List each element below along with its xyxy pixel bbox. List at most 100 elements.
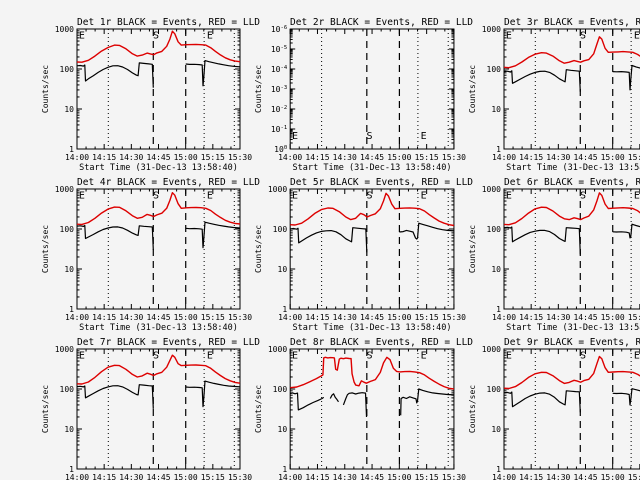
y-tick-label: 100: [487, 225, 502, 234]
y-axis-label: Counts/sec: [254, 65, 263, 113]
flag-letter: E: [79, 351, 85, 362]
flag-letter: S: [367, 351, 373, 362]
x-tick-label: 15:00: [601, 473, 625, 480]
subplot-det-3r: Det 3r BLACK = Events, RED = LLD 14:0014…: [467, 16, 640, 176]
events-series-line: [185, 380, 241, 408]
flag-letter: S: [580, 31, 586, 42]
plot-title: Det 9r BLACK = Events, RED = LLD: [504, 337, 640, 348]
x-tick-label: 15:30: [228, 313, 252, 322]
y-axis-label: Counts/sec: [468, 385, 477, 433]
y-tick-label: 10: [491, 105, 501, 114]
y-axis-label: Counts/sec: [468, 225, 477, 273]
x-tick-label: 14:30: [119, 153, 143, 162]
y-axis-label: Counts/sec: [41, 385, 50, 433]
flag-letter: S: [153, 31, 159, 42]
y-tick-label: 10-5: [271, 45, 287, 54]
y-tick-label: 10-2: [271, 105, 287, 114]
x-tick-label: 15:15: [628, 473, 640, 480]
plot-title: Det 2r BLACK = Events, RED = LLD: [290, 17, 474, 28]
flag-letter: E: [292, 191, 298, 202]
y-tick-label: 1: [496, 305, 501, 314]
x-tick-label: 14:45: [360, 153, 384, 162]
x-axis-label: Start Time (31-Dec-13 13:58:40): [506, 163, 640, 173]
x-tick-label: 14:45: [360, 473, 384, 480]
flag-letter: E: [421, 131, 427, 142]
events-series-line: [290, 392, 325, 411]
y-tick-label: 10: [64, 265, 74, 274]
flag-letter: S: [153, 191, 159, 202]
x-tick-label: 14:15: [92, 473, 116, 480]
y-axis-label: Counts/sec: [254, 225, 263, 273]
x-tick-label: 15:15: [201, 153, 225, 162]
x-axis-label: Start Time (31-Dec-13 13:58:40): [293, 323, 452, 333]
x-axis-label: Start Time (31-Dec-13 13:58:40): [79, 323, 238, 333]
x-tick-label: 14:45: [146, 153, 170, 162]
y-axis-label: Counts/sec: [41, 65, 50, 113]
subplot-det-5r: Det 5r BLACK = Events, RED = LLD 14:00 14…: [253, 176, 473, 336]
flag-letter: E: [79, 191, 85, 202]
x-tick-label: 14:15: [92, 313, 116, 322]
y-tick-label: 100: [273, 385, 288, 394]
x-axis-label: Start Time (31-Dec-13 13:58:40): [506, 323, 640, 333]
y-tick-label: 1: [69, 305, 74, 314]
y-tick-label: 1000: [482, 185, 501, 194]
lld-series-line: [76, 354, 241, 385]
x-tick-label: 14:15: [519, 313, 543, 322]
flag-letter: E: [207, 351, 213, 362]
x-tick-label: 14:45: [360, 313, 384, 322]
flag-letter: E: [207, 191, 213, 202]
y-tick-label: 100: [60, 65, 75, 74]
plot-canvas-det-5r: 14:00 14:15 14:30 14:45 15:00 15:15 15:30 1000 1…: [254, 185, 466, 333]
y-tick-label: 1000: [55, 185, 74, 194]
y-tick-label: 10: [277, 425, 287, 434]
y-tick-label: 1000: [268, 345, 287, 354]
y-tick-label: 1: [282, 305, 287, 314]
lld-series-line: [503, 36, 640, 69]
x-tick-label: 14:30: [546, 313, 570, 322]
flag-letter: E: [292, 351, 298, 362]
x-tick-label: 14:45: [146, 313, 170, 322]
flag-letter: S: [153, 351, 159, 362]
lld-series-line: [290, 192, 455, 227]
x-tick-label: 15:30: [228, 153, 252, 162]
plot-frame: [76, 28, 241, 150]
subplot-det-4r: Det 4r BLACK = Events, RED = LLD 14:00 14…: [40, 176, 260, 336]
plot-canvas-det-9r: 14:0014:1514:3014:4515:0015:1515:3010001…: [468, 345, 640, 480]
y-tick-label: 10-6: [271, 25, 287, 34]
y-tick-label: 1000: [268, 185, 287, 194]
x-tick-label: 15:00: [387, 473, 411, 480]
x-tick-label: 14:15: [305, 153, 329, 162]
x-tick-label: 14:30: [333, 473, 357, 480]
events-series-line: [612, 388, 640, 406]
lld-series-line: [503, 355, 640, 390]
plot-frame: [76, 348, 241, 470]
y-tick-label: 100: [274, 145, 287, 154]
x-tick-label: 14:15: [305, 473, 329, 480]
flag-letter: E: [421, 191, 427, 202]
events-series-line: [503, 390, 581, 413]
plot-canvas-det-6r: 14:0014:1514:3014:4515:0015:1515:3010001…: [468, 185, 640, 333]
y-tick-label: 10: [277, 265, 287, 274]
y-tick-label: 1: [282, 465, 287, 474]
x-tick-label: 14:30: [119, 473, 143, 480]
lld-series-line: [503, 192, 640, 226]
flag-letter: S: [580, 351, 586, 362]
events-series-line: [76, 384, 154, 409]
events-series-line: [612, 223, 640, 239]
lld-series-line: [76, 30, 241, 63]
x-tick-label: 14:00: [278, 313, 302, 322]
plot-title: Det 7r BLACK = Events, RED = LLD: [77, 337, 261, 348]
plot-canvas-det-4r: 14:00 14:15 14:30 14:45 15:00 15:15 15:30 1000 1…: [41, 185, 252, 333]
events-series-line: [400, 388, 454, 416]
plot-frame: [503, 348, 640, 470]
x-tick-label: 14:30: [546, 153, 570, 162]
x-axis-label: Start Time (31-Dec-13 13:58:40): [293, 163, 452, 173]
plot-frame: [503, 28, 640, 150]
y-tick-label: 1000: [55, 25, 74, 34]
subplot-det-2r: Det 2r BLACK = Events, RED = LLD 14:00 14…: [253, 16, 474, 176]
plot-frame: [289, 188, 455, 310]
x-tick-label: 15:00: [601, 153, 625, 162]
x-tick-label: 14:00: [278, 473, 302, 480]
x-tick-label: 14:15: [305, 313, 329, 322]
x-tick-label: 15:30: [442, 473, 466, 480]
